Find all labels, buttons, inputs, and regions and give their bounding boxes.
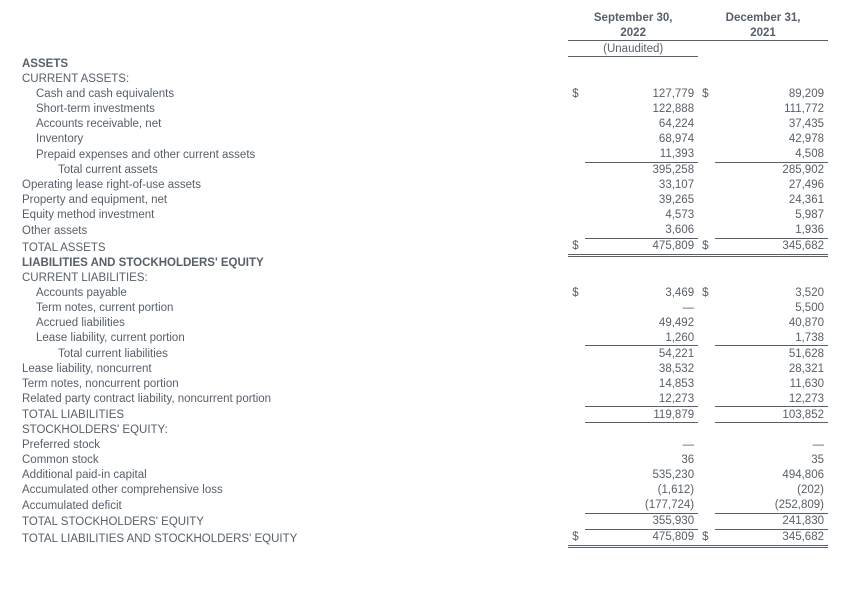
section-current-assets: CURRENT ASSETS: [18, 72, 568, 87]
row-pref: Preferred stock — — [18, 438, 828, 453]
row-ap: Accounts payable $ 3,469 $ 3,520 [18, 285, 828, 300]
row-prepaid: Prepaid expenses and other current asset… [18, 147, 828, 163]
label-cash: Cash and cash equivalents [18, 87, 568, 102]
balance-sheet-table: September 30, December 31, 2022 2021 (Un… [18, 10, 828, 548]
period2-year: 2021 [698, 25, 828, 41]
row-cash: Cash and cash equivalents $ 127,779 $ 89… [18, 87, 828, 102]
row-term-cur: Term notes, current portion — 5,500 [18, 300, 828, 315]
row-ar: Accounts receivable, net 64,224 37,435 [18, 117, 828, 132]
row-total-liab: TOTAL LIABILITIES 119,879 103,852 [18, 407, 828, 423]
row-total-cl: Total current liabilities 54,221 51,628 [18, 346, 828, 362]
row-accrued: Accrued liabilities 49,492 40,870 [18, 315, 828, 330]
cur1: $ [568, 87, 584, 102]
section-liab-se: LIABILITIES AND STOCKHOLDERS' EQUITY [18, 255, 568, 270]
row-total-ca: Total current assets 395,258 285,902 [18, 162, 828, 178]
row-equity-method: Equity method investment 4,573 5,987 [18, 208, 828, 223]
row-lease-cur: Lease liability, current portion 1,260 1… [18, 330, 828, 346]
period1-label: September 30, [568, 10, 698, 25]
row-common: Common stock 36 35 [18, 453, 828, 468]
row-term-nc: Term notes, noncurrent portion 14,853 11… [18, 376, 828, 391]
row-inventory: Inventory 68,974 42,978 [18, 132, 828, 147]
cur2: $ [698, 87, 714, 102]
row-deficit: Accumulated deficit (177,724) (252,809) [18, 498, 828, 514]
header-row-1: September 30, December 31, [18, 10, 828, 25]
section-se: STOCKHOLDERS' EQUITY: [18, 423, 568, 438]
header-row-2: 2022 2021 [18, 25, 828, 41]
period2-label: December 31, [698, 10, 828, 25]
row-total-lse: TOTAL LIABILITIES AND STOCKHOLDERS' EQUI… [18, 529, 828, 546]
val1-cash: 127,779 [585, 87, 698, 102]
section-assets: ASSETS [18, 57, 568, 72]
row-ppe: Property and equipment, net 39,265 24,36… [18, 193, 828, 208]
row-sti: Short-term investments 122,888 111,772 [18, 102, 828, 117]
row-other-assets: Other assets 3,606 1,936 [18, 223, 828, 239]
header-row-sub: (Unaudited) [18, 41, 828, 57]
val2-cash: 89,209 [715, 87, 828, 102]
row-rou: Operating lease right-of-use assets 33,1… [18, 178, 828, 193]
row-total-assets: TOTAL ASSETS $ 475,809 $ 345,682 [18, 238, 828, 255]
row-related: Related party contract liability, noncur… [18, 391, 828, 407]
section-current-liab: CURRENT LIABILITIES: [18, 270, 568, 285]
row-aoci: Accumulated other comprehensive loss (1,… [18, 483, 828, 498]
period1-year: 2022 [568, 25, 698, 41]
row-lease-nc: Lease liability, noncurrent 38,532 28,32… [18, 361, 828, 376]
row-apic: Additional paid-in capital 535,230 494,8… [18, 468, 828, 483]
row-total-se: TOTAL STOCKHOLDERS' EQUITY 355,930 241,8… [18, 513, 828, 529]
unaudited-label: (Unaudited) [568, 41, 698, 57]
